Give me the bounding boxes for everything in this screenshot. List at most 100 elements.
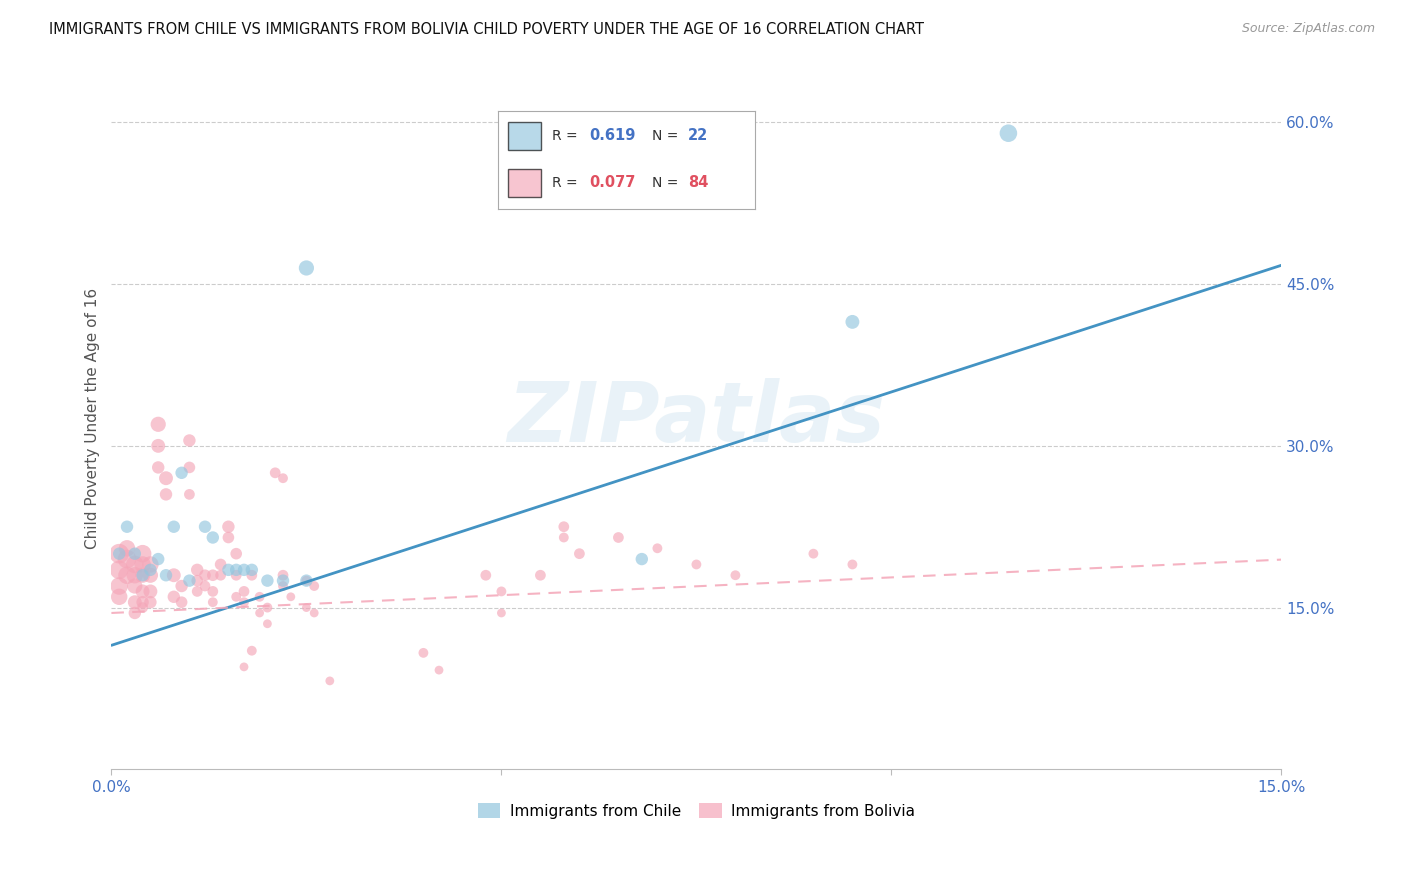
Point bbox=[131, 568, 153, 582]
Point bbox=[803, 547, 825, 561]
Legend: Immigrants from Chile, Immigrants from Bolivia: Immigrants from Chile, Immigrants from B… bbox=[471, 797, 921, 825]
Point bbox=[249, 590, 271, 604]
Point bbox=[553, 519, 575, 533]
Point bbox=[209, 568, 232, 582]
Point bbox=[280, 590, 302, 604]
Point bbox=[108, 590, 131, 604]
Point bbox=[115, 519, 138, 533]
Point bbox=[179, 487, 201, 501]
Point bbox=[108, 547, 131, 561]
Point bbox=[139, 584, 162, 599]
Point bbox=[841, 558, 863, 572]
Point bbox=[194, 579, 217, 593]
Point bbox=[163, 519, 186, 533]
Point bbox=[249, 606, 271, 620]
Point bbox=[108, 547, 131, 561]
Point bbox=[256, 574, 278, 588]
Point bbox=[319, 673, 342, 688]
Point bbox=[529, 568, 551, 582]
Point bbox=[163, 590, 186, 604]
Point bbox=[295, 260, 318, 275]
Point bbox=[302, 579, 325, 593]
Point bbox=[271, 574, 294, 588]
Point bbox=[997, 126, 1019, 140]
Point bbox=[194, 568, 217, 582]
Point bbox=[155, 487, 177, 501]
Point bbox=[475, 568, 498, 582]
Point bbox=[131, 595, 153, 609]
Point bbox=[124, 558, 146, 572]
Point bbox=[131, 584, 153, 599]
Point bbox=[209, 558, 232, 572]
Point bbox=[233, 660, 256, 674]
Point bbox=[295, 600, 318, 615]
Point bbox=[271, 579, 294, 593]
Point bbox=[271, 568, 294, 582]
Point bbox=[240, 568, 263, 582]
Point bbox=[155, 471, 177, 485]
Point bbox=[131, 600, 153, 615]
Point bbox=[139, 563, 162, 577]
Point bbox=[170, 466, 193, 480]
Point bbox=[148, 439, 170, 453]
Point bbox=[201, 595, 224, 609]
Point bbox=[630, 552, 652, 566]
Point bbox=[841, 315, 863, 329]
Text: ZIPatlas: ZIPatlas bbox=[508, 378, 886, 459]
Point bbox=[553, 531, 575, 545]
Point bbox=[179, 434, 201, 448]
Point bbox=[139, 595, 162, 609]
Point bbox=[124, 547, 146, 561]
Point bbox=[724, 568, 747, 582]
Point bbox=[124, 595, 146, 609]
Point bbox=[271, 471, 294, 485]
Point bbox=[491, 584, 513, 599]
Point bbox=[148, 417, 170, 432]
Point bbox=[427, 663, 450, 677]
Point bbox=[148, 552, 170, 566]
Point bbox=[412, 646, 434, 660]
Point bbox=[131, 547, 153, 561]
Point bbox=[685, 558, 707, 572]
Point bbox=[115, 541, 138, 556]
Point bbox=[295, 574, 318, 588]
Point bbox=[179, 460, 201, 475]
Point bbox=[256, 616, 278, 631]
Text: IMMIGRANTS FROM CHILE VS IMMIGRANTS FROM BOLIVIA CHILD POVERTY UNDER THE AGE OF : IMMIGRANTS FROM CHILE VS IMMIGRANTS FROM… bbox=[49, 22, 924, 37]
Point bbox=[148, 460, 170, 475]
Point bbox=[186, 574, 208, 588]
Point bbox=[201, 568, 224, 582]
Point bbox=[108, 579, 131, 593]
Point bbox=[186, 584, 208, 599]
Point bbox=[155, 568, 177, 582]
Point bbox=[295, 574, 318, 588]
Point bbox=[201, 584, 224, 599]
Point bbox=[607, 531, 630, 545]
Point bbox=[217, 531, 239, 545]
Point bbox=[139, 568, 162, 582]
Point bbox=[124, 579, 146, 593]
Y-axis label: Child Poverty Under the Age of 16: Child Poverty Under the Age of 16 bbox=[86, 288, 100, 549]
Point bbox=[194, 519, 217, 533]
Point bbox=[217, 563, 239, 577]
Point bbox=[179, 574, 201, 588]
Point bbox=[225, 568, 247, 582]
Point bbox=[240, 643, 263, 657]
Point bbox=[124, 568, 146, 582]
Point bbox=[225, 547, 247, 561]
Point bbox=[108, 563, 131, 577]
Point bbox=[131, 558, 153, 572]
Point bbox=[225, 590, 247, 604]
Point bbox=[264, 466, 287, 480]
Point bbox=[201, 531, 224, 545]
Point bbox=[647, 541, 669, 556]
Point bbox=[139, 558, 162, 572]
Point bbox=[233, 584, 256, 599]
Point bbox=[233, 563, 256, 577]
Point bbox=[163, 568, 186, 582]
Point bbox=[115, 552, 138, 566]
Point bbox=[491, 606, 513, 620]
Point bbox=[124, 606, 146, 620]
Point bbox=[225, 563, 247, 577]
Point bbox=[170, 579, 193, 593]
